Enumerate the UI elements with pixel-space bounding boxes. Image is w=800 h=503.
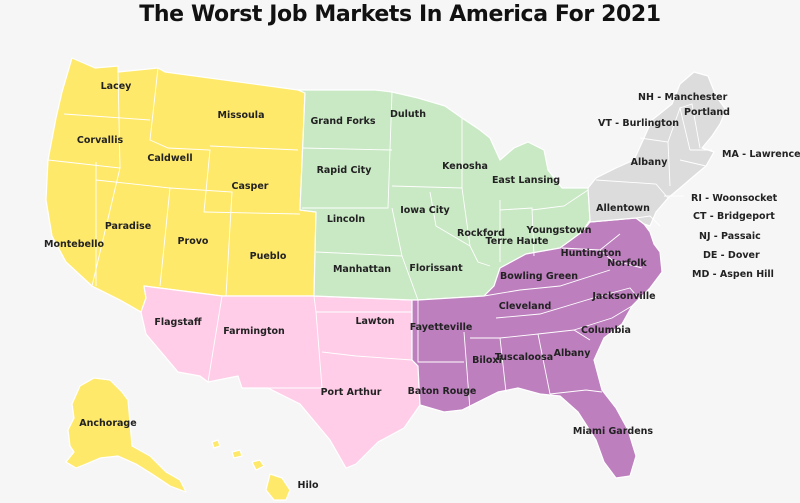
region-alaska <box>65 377 187 493</box>
city-label: Norfolk <box>607 258 647 269</box>
city-label: Lacey <box>101 81 133 92</box>
city-label: Duluth <box>390 109 426 120</box>
city-label: Paradise <box>105 221 151 232</box>
city-label: Grand Forks <box>310 116 375 127</box>
city-label: Missoula <box>218 110 265 121</box>
city-label: Iowa City <box>400 205 450 216</box>
state-borders <box>47 67 712 411</box>
city-label: Jacksonville <box>591 291 655 302</box>
city-label: East Lansing <box>492 175 560 186</box>
city-label: Montebello <box>44 239 104 250</box>
city-label: Caldwell <box>147 153 192 164</box>
city-label: Portland <box>684 107 730 118</box>
city-label: Columbia <box>581 325 631 336</box>
city-label: Biloxi <box>472 355 502 366</box>
city-label: Terre Haute <box>486 236 549 247</box>
callout-label: DE - Dover <box>703 250 760 261</box>
city-label: Baton Rouge <box>408 386 477 397</box>
city-label: Cleveland <box>499 301 552 312</box>
city-label: Manhattan <box>333 264 391 275</box>
callout-label: VT - Burlington <box>598 118 679 129</box>
city-label: Corvallis <box>77 135 124 146</box>
region-hawaii <box>211 439 291 501</box>
region-southwest <box>140 285 421 469</box>
callout-label: MA - Lawrence <box>722 149 800 160</box>
northeast-callouts: NH - Manchester VT - Burlington MA - Law… <box>598 92 800 280</box>
map-title: The Worst Job Markets In America For 202… <box>139 2 661 27</box>
city-label: Lincoln <box>327 214 365 225</box>
city-label: Casper <box>232 181 269 192</box>
city-label: Miami Gardens <box>573 426 653 437</box>
region-south <box>411 217 663 479</box>
city-label: Anchorage <box>79 418 136 429</box>
region-northeast <box>587 71 727 227</box>
region-west <box>45 57 317 313</box>
city-label: Pueblo <box>250 251 287 262</box>
city-label: Kenosha <box>442 161 488 172</box>
city-label: Tuscaloosa <box>495 352 553 363</box>
hawaii-island-kauai <box>211 439 221 449</box>
city-label: Flagstaff <box>154 317 202 328</box>
city-label: Youngstown <box>525 225 591 236</box>
city-label: Farmington <box>223 326 285 337</box>
city-label: Hilo <box>298 480 319 491</box>
callout-label: MD - Aspen Hill <box>692 269 774 280</box>
city-label: Rockford <box>457 228 505 239</box>
callout-label: CT - Bridgeport <box>693 211 775 222</box>
city-label: Fayetteville <box>410 322 473 333</box>
city-label: Port Arthur <box>321 387 382 398</box>
city-label: Rapid City <box>317 165 373 176</box>
callout-label: NJ - Passaic <box>699 231 761 242</box>
hawaii-island-maui <box>251 459 265 471</box>
city-label: Provo <box>178 236 209 247</box>
callout-label: RI - Woonsocket <box>691 193 778 204</box>
hawaii-island-oahu <box>231 449 243 459</box>
city-label: Albany <box>631 157 669 168</box>
city-label: Lawton <box>355 316 394 327</box>
city-label: Florissant <box>409 263 463 274</box>
hawaii-island-big <box>265 473 291 501</box>
city-label: Huntington <box>561 248 622 259</box>
city-label: Allentown <box>596 203 650 214</box>
city-label: Bowling Green <box>500 271 578 282</box>
callout-label: NH - Manchester <box>638 92 728 103</box>
city-label: Albany <box>554 348 592 359</box>
city-labels: Lacey Missoula Corvallis Caldwell Casper… <box>44 81 730 491</box>
